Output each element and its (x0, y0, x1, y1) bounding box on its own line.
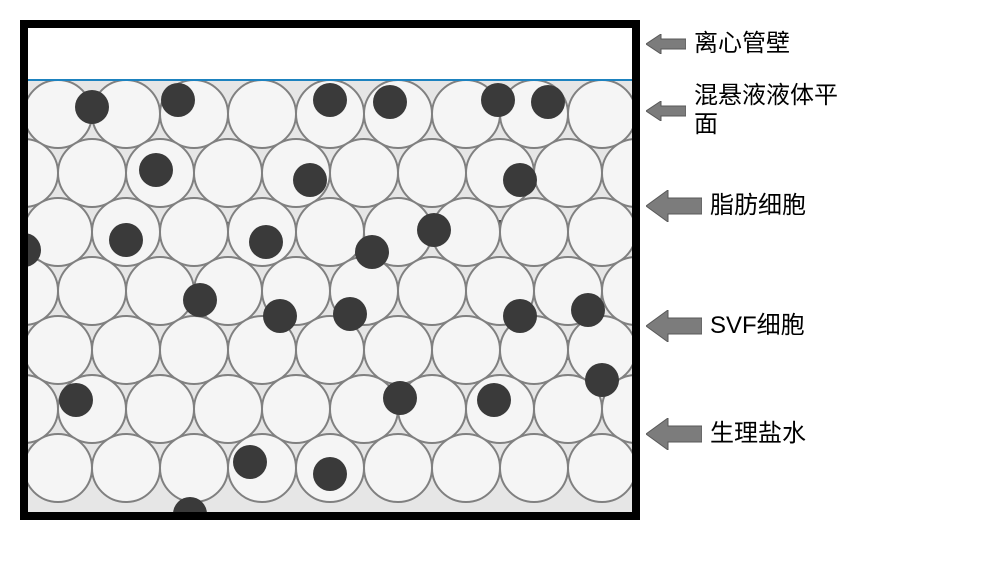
tube-diagram-svg (20, 20, 640, 520)
legend-row-tube-wall: 离心管壁 (646, 30, 790, 59)
fat-cell (262, 375, 330, 443)
fat-cell (500, 198, 568, 266)
svf-cell (355, 235, 389, 269)
svf-cell (531, 85, 565, 119)
legend-label-svf-cell: SVF细胞 (710, 312, 805, 341)
svf-cell (249, 225, 283, 259)
legend-label-liquid-surface: 混悬液液体平 面 (694, 82, 838, 140)
fat-cell (24, 434, 92, 502)
fat-cell (194, 139, 262, 207)
fat-cell (160, 198, 228, 266)
svf-cell (383, 381, 417, 415)
legend-label-saline: 生理盐水 (710, 420, 806, 449)
svf-cell (373, 85, 407, 119)
fat-cell (194, 375, 262, 443)
legend-row-fat-cell: 脂肪细胞 (646, 190, 806, 222)
fat-cell (568, 434, 636, 502)
arrow-left-icon (646, 418, 702, 450)
legend-row-svf-cell: SVF细胞 (646, 310, 805, 342)
svf-cell (571, 293, 605, 327)
fat-cell (398, 139, 466, 207)
svf-cell (481, 83, 515, 117)
svf-cell (313, 83, 347, 117)
fat-cell (160, 434, 228, 502)
fat-cell (364, 316, 432, 384)
svf-cell (417, 213, 451, 247)
svf-cell (109, 223, 143, 257)
legend-label-fat-cell: 脂肪细胞 (710, 192, 806, 221)
svf-cell (503, 299, 537, 333)
fat-cell (568, 198, 636, 266)
fat-cell (126, 375, 194, 443)
fat-cell (58, 257, 126, 325)
fat-cell (92, 434, 160, 502)
fat-cell (432, 434, 500, 502)
arrow-left-icon (646, 310, 702, 342)
fat-cell (160, 316, 228, 384)
fat-cell (568, 80, 636, 148)
fat-cell (296, 198, 364, 266)
svf-cell (477, 383, 511, 417)
svf-cell (75, 90, 109, 124)
diagram (20, 20, 640, 525)
svf-cell (585, 363, 619, 397)
fat-cell (432, 316, 500, 384)
svf-cell (161, 83, 195, 117)
svf-cell (333, 297, 367, 331)
arrow-left-icon (646, 190, 702, 222)
fat-cell (24, 316, 92, 384)
svf-cell (503, 163, 537, 197)
fat-cell (92, 316, 160, 384)
arrow-left-icon (646, 34, 686, 54)
fat-cell (126, 257, 194, 325)
svf-cell (59, 383, 93, 417)
svf-cell (233, 445, 267, 479)
fat-cell (500, 434, 568, 502)
svf-cell (313, 457, 347, 491)
svf-cell (183, 283, 217, 317)
legend-label-tube-wall: 离心管壁 (694, 30, 790, 59)
svf-cell (293, 163, 327, 197)
fat-cell (58, 139, 126, 207)
fat-cell (534, 139, 602, 207)
arrow-left-icon (646, 101, 686, 121)
fat-cell (228, 80, 296, 148)
svf-cell (139, 153, 173, 187)
fat-cell (330, 139, 398, 207)
legend-row-liquid-surface: 混悬液液体平 面 (646, 82, 838, 140)
fat-cell (364, 434, 432, 502)
fat-cell (398, 257, 466, 325)
svf-cell (263, 299, 297, 333)
legend-row-saline: 生理盐水 (646, 418, 806, 450)
